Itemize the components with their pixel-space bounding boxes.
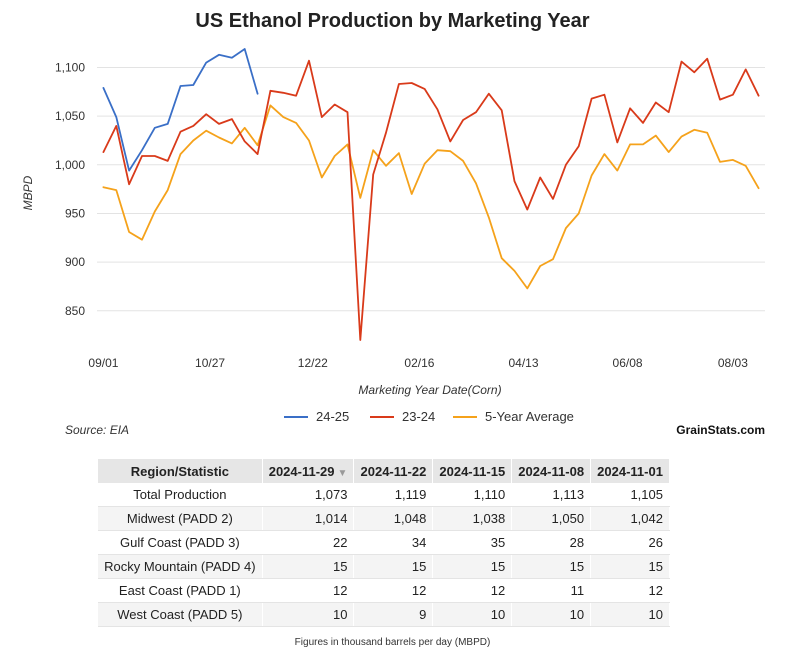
legend-item[interactable]: 23-24 xyxy=(370,409,435,424)
x-tick-label: 10/27 xyxy=(195,356,225,370)
x-tick-label: 08/03 xyxy=(718,356,748,370)
row-label: Gulf Coast (PADD 3) xyxy=(98,530,263,555)
production-table: Region/Statistic 2024-11-29 ▼ 2024-11-22 … xyxy=(98,459,670,627)
x-tick-label: 02/16 xyxy=(404,356,434,370)
legend-label: 24-25 xyxy=(316,409,349,424)
y-tick-label: 900 xyxy=(65,255,85,269)
y-tick-label: 850 xyxy=(65,304,85,318)
series-line-23-24[interactable] xyxy=(102,57,760,341)
legend-label: 5-Year Average xyxy=(485,409,574,424)
table-cell: 15 xyxy=(262,554,355,579)
chart-title: US Ethanol Production by Marketing Year xyxy=(195,10,590,32)
table-cell: 1,050 xyxy=(511,506,592,531)
table-row: West Coast (PADD 5) 10 9 10 10 10 xyxy=(98,602,670,627)
row-label: East Coast (PADD 1) xyxy=(98,578,263,603)
x-tick-label: 09/01 xyxy=(88,356,118,370)
row-label: Midwest (PADD 2) xyxy=(98,506,263,531)
table-cell: 34 xyxy=(353,530,434,555)
table-cell: 10 xyxy=(511,602,592,627)
table-cell: 1,105 xyxy=(590,483,670,507)
table-cell: 1,038 xyxy=(432,506,513,531)
table-cell: 15 xyxy=(590,554,670,579)
col-header-date-4[interactable]: 2024-11-08 xyxy=(511,459,592,483)
legend: 24-25 23-24 5-Year Average xyxy=(284,409,574,424)
col-header-region[interactable]: Region/Statistic xyxy=(98,459,263,483)
y-tick-labels: 850 900 950 1,000 1,050 1,100 xyxy=(55,60,85,317)
table-cell: 15 xyxy=(432,554,513,579)
col-header-date-5[interactable]: 2024-11-01 xyxy=(590,459,670,483)
legend-item[interactable]: 24-25 xyxy=(284,409,349,424)
table-row: Rocky Mountain (PADD 4) 15 15 15 15 15 xyxy=(98,554,670,579)
table-cell: 10 xyxy=(262,602,355,627)
footnote: Figures in thousand barrels per day (MBP… xyxy=(294,637,491,648)
table-cell: 1,119 xyxy=(353,483,434,507)
table-cell: 1,042 xyxy=(590,506,670,531)
row-label: Total Production xyxy=(98,483,263,507)
y-tick-label: 1,100 xyxy=(55,60,85,74)
col-header-date-2[interactable]: 2024-11-22 xyxy=(353,459,434,483)
source-note: Source: EIA xyxy=(65,423,130,437)
x-tick-label: 12/22 xyxy=(298,356,328,370)
legend-label: 23-24 xyxy=(402,409,435,424)
x-tick-label: 04/13 xyxy=(508,356,538,370)
table-cell: 26 xyxy=(590,530,670,555)
table-row: East Coast (PADD 1) 12 12 12 11 12 xyxy=(98,578,670,603)
y-tick-label: 950 xyxy=(65,206,85,220)
table-row: Midwest (PADD 2) 1,014 1,048 1,038 1,050 1,04… xyxy=(98,506,670,531)
table-header-row: Region/Statistic 2024-11-29 ▼ 2024-11-22 … xyxy=(98,459,670,483)
table-cell: 15 xyxy=(511,554,592,579)
table-cell: 15 xyxy=(353,554,434,579)
y-tick-label: 1,050 xyxy=(55,109,85,123)
table-cell: 1,014 xyxy=(262,506,355,531)
table-cell: 11 xyxy=(511,578,592,603)
table-cell: 1,073 xyxy=(262,483,355,507)
sort-desc-icon[interactable]: ▼ xyxy=(337,467,348,479)
table-cell: 12 xyxy=(432,578,513,603)
series-layer xyxy=(102,48,760,341)
y-axis-label: MBPD xyxy=(21,175,35,210)
table-cell: 10 xyxy=(590,602,670,627)
table-cell: 22 xyxy=(262,530,355,555)
legend-item[interactable]: 5-Year Average xyxy=(453,409,574,424)
series-line-5-year-average[interactable] xyxy=(102,104,760,290)
ethanol-line-chart[interactable]: 850 900 950 1,000 1,050 1,100 09/01 10/27 12/22… xyxy=(0,0,785,440)
table-cell: 12 xyxy=(262,578,355,603)
table-cell: 1,113 xyxy=(511,483,592,507)
x-axis-label: Marketing Year Date(Corn) xyxy=(358,383,501,397)
table-row: Total Production 1,073 1,119 1,110 1,113 1,10… xyxy=(98,483,670,507)
table-row: Gulf Coast (PADD 3) 22 34 35 28 26 xyxy=(98,530,670,555)
col-header-date-3[interactable]: 2024-11-15 xyxy=(432,459,513,483)
table-cell: 28 xyxy=(511,530,592,555)
grid-layer xyxy=(97,66,765,312)
brand-link[interactable]: GrainStats.com xyxy=(676,423,765,437)
table-cell: 12 xyxy=(590,578,670,603)
table-cell: 1,048 xyxy=(353,506,434,531)
row-label: Rocky Mountain (PADD 4) xyxy=(98,554,263,579)
series-line-24-25[interactable] xyxy=(102,48,259,172)
x-tick-label: 06/08 xyxy=(613,356,643,370)
x-tick-labels: 09/01 10/27 12/22 02/16 04/13 06/08 08/03 xyxy=(88,356,748,370)
table-cell: 1,110 xyxy=(432,483,513,507)
table-cell: 9 xyxy=(353,602,434,627)
col-header-date-1[interactable]: 2024-11-29 ▼ xyxy=(262,459,355,483)
table-cell: 10 xyxy=(432,602,513,627)
table-cell: 35 xyxy=(432,530,513,555)
y-tick-label: 1,000 xyxy=(55,158,85,172)
table-cell: 12 xyxy=(353,578,434,603)
row-label: West Coast (PADD 5) xyxy=(98,602,263,627)
